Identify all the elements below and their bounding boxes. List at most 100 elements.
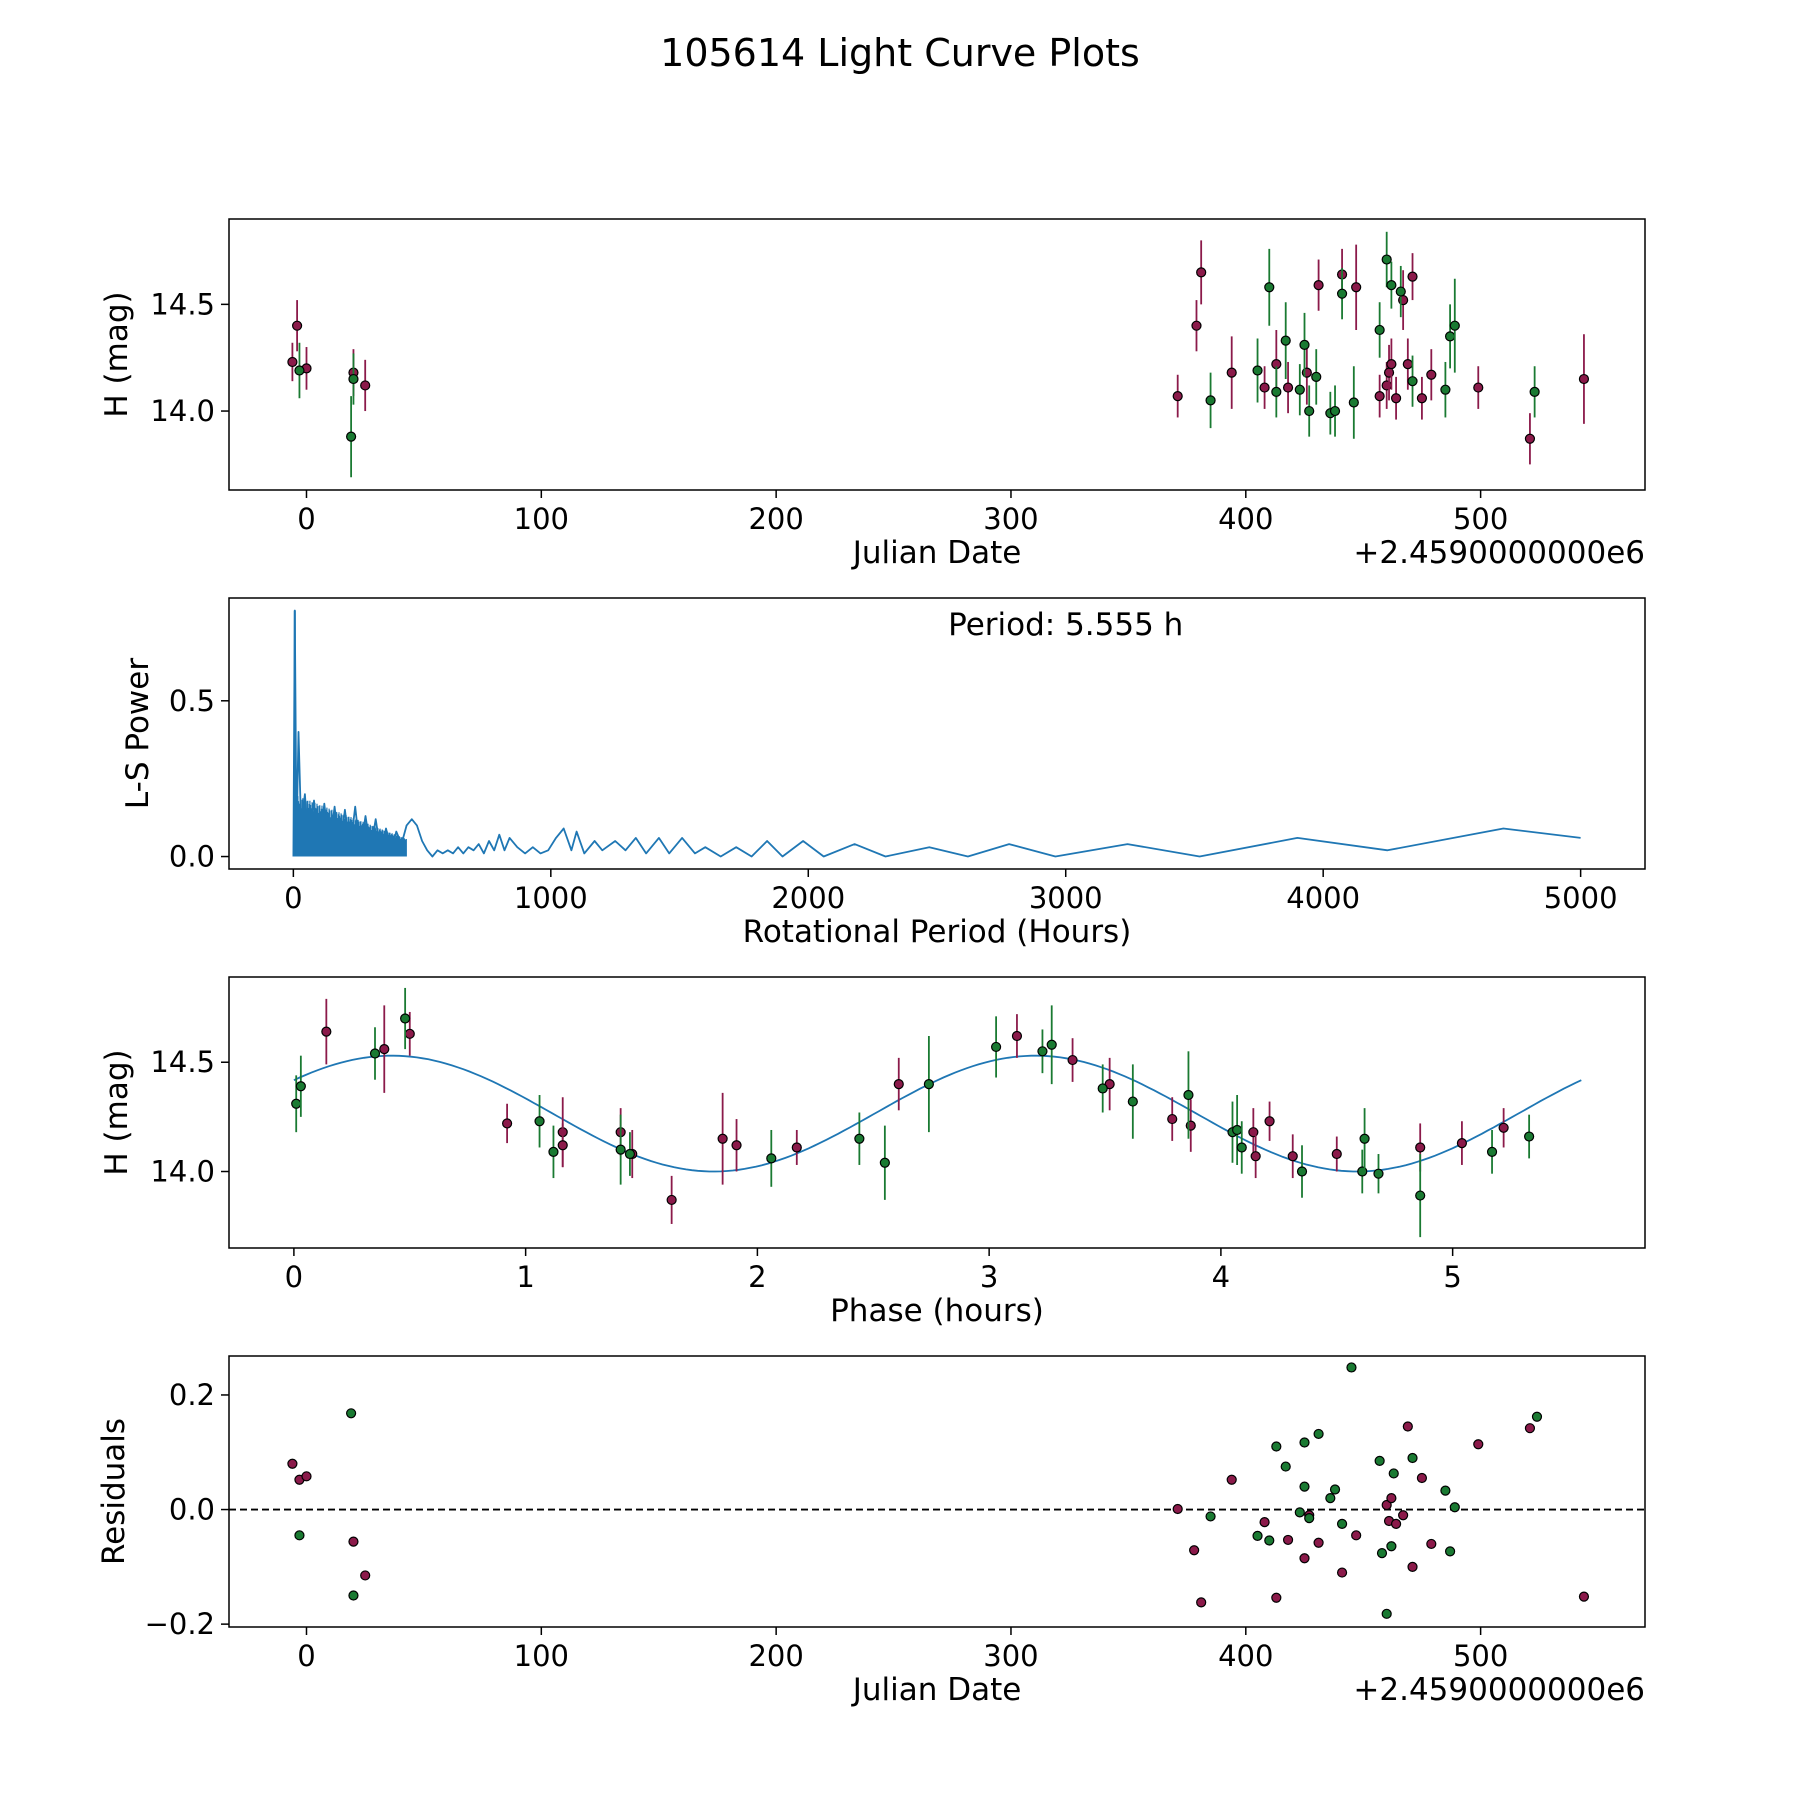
band-r-data-point <box>1407 253 1418 301</box>
y-tick-label: 0.0 <box>169 1493 215 1527</box>
band-g-data-point <box>1280 1461 1291 1472</box>
band-g-data-point <box>1294 1507 1305 1518</box>
band-g-marker <box>1252 1530 1263 1542</box>
band-r-marker <box>1498 1122 1509 1133</box>
band-g-marker <box>1336 288 1348 299</box>
band-r-marker <box>557 1140 568 1151</box>
residuals-plot-area <box>229 1362 1645 1619</box>
band-g-marker <box>1046 1039 1057 1050</box>
band-g-marker <box>1440 1485 1451 1496</box>
band-g-data-point <box>1046 1005 1057 1085</box>
x-axis-label: Julian Date <box>851 535 1022 571</box>
band-g-data-point <box>294 1530 305 1541</box>
band-r-data-point <box>1264 1101 1275 1141</box>
y-tick-label: 14.5 <box>150 287 215 321</box>
band-r-marker <box>1407 271 1418 282</box>
band-g-data-point <box>294 342 305 399</box>
band-g-marker <box>1304 405 1315 417</box>
band-r-data-point <box>1172 1503 1183 1515</box>
band-r-marker <box>1331 1148 1342 1160</box>
band-r-data-point <box>1067 1038 1078 1082</box>
band-g-marker <box>294 1530 305 1541</box>
band-g-data-point <box>295 1055 306 1117</box>
band-g-marker <box>1232 1124 1243 1136</box>
band-g-marker <box>1486 1146 1498 1157</box>
band-g-marker <box>1299 1437 1310 1448</box>
band-r-marker <box>1390 1518 1402 1529</box>
band-g-marker <box>923 1078 934 1090</box>
band-r-data-point <box>1226 336 1237 409</box>
band-g-data-point <box>1236 1121 1247 1174</box>
band-g-marker <box>1294 1507 1305 1518</box>
band-g-marker <box>346 431 357 442</box>
band-g-marker <box>1374 1455 1385 1466</box>
band-g-marker <box>1205 1511 1216 1522</box>
phased-frame <box>228 976 1646 1249</box>
band-g-data-point <box>923 1036 934 1133</box>
band-r-marker <box>1226 367 1237 378</box>
band-g-data-point <box>615 1114 626 1185</box>
band-r-data-point <box>1282 361 1294 414</box>
band-r-marker <box>1407 1561 1418 1572</box>
band-r-data-point <box>1313 1537 1324 1548</box>
band-g-marker <box>1524 1131 1535 1142</box>
band-r-data-point <box>404 1011 415 1056</box>
band-r-data-point <box>379 1005 390 1093</box>
band-g-data-point <box>1346 1362 1357 1373</box>
band-g-marker <box>1440 384 1451 395</box>
band-g-data-point <box>1386 1541 1397 1552</box>
period-annotation: Period: 5.555 h <box>948 607 1183 643</box>
band-r-data-point <box>1407 1561 1418 1572</box>
band-g-marker <box>1359 1133 1370 1144</box>
band-g-data-point <box>1329 385 1341 437</box>
band-r-data-point <box>502 1103 513 1144</box>
band-r-data-point <box>893 1057 904 1111</box>
band-r-marker <box>666 1194 677 1206</box>
band-g-data-point <box>1205 372 1216 429</box>
band-r-data-point <box>1374 374 1385 418</box>
band-r-marker <box>1381 1499 1392 1511</box>
band-g-marker <box>1264 282 1275 293</box>
band-g-marker <box>1373 1168 1384 1179</box>
band-g-marker <box>1299 1481 1310 1492</box>
x-axis-label: Rotational Period (Hours) <box>743 914 1132 950</box>
band-g-data-point <box>1444 1546 1456 1557</box>
band-r-data-point <box>291 300 303 352</box>
band-r-marker <box>1398 1510 1409 1521</box>
band-g-data-point <box>1299 1437 1310 1448</box>
band-r-data-point <box>1498 1108 1509 1148</box>
band-g-data-point <box>1388 1468 1399 1479</box>
band-g-data-point <box>369 1027 381 1080</box>
band-r-data-point <box>301 1471 312 1482</box>
band-g-marker <box>1271 1441 1282 1452</box>
band-r-marker <box>731 1140 742 1151</box>
band-r-marker <box>1402 1421 1413 1432</box>
band-g-data-point <box>1311 349 1322 405</box>
band-g-data-point <box>1336 268 1348 320</box>
band-r-marker <box>1271 1592 1282 1603</box>
x-tick-label: 300 <box>983 1639 1038 1673</box>
x-tick-label: 400 <box>1218 502 1273 536</box>
band-g-marker <box>1346 1362 1357 1373</box>
band-g-marker <box>1415 1190 1426 1201</box>
band-g-marker <box>1449 320 1460 331</box>
band-r-marker <box>1264 1116 1275 1127</box>
band-g-marker <box>1127 1096 1138 1107</box>
band-r-marker <box>1172 391 1183 402</box>
band-r-data-point <box>1386 338 1397 390</box>
band-r-marker <box>1386 359 1397 370</box>
band-r-data-point <box>1390 1518 1402 1529</box>
band-g-marker <box>1299 339 1310 350</box>
band-g-data-point <box>1271 1441 1282 1452</box>
band-r-data-point <box>1456 1121 1468 1165</box>
band-g-data-point <box>1336 1518 1348 1529</box>
band-r-marker <box>791 1142 802 1153</box>
band-g-data-point <box>1415 1154 1426 1238</box>
band-r-marker <box>1402 359 1413 370</box>
band-g-marker <box>295 1081 306 1092</box>
band-r-marker <box>1456 1137 1468 1149</box>
band-r-marker <box>1196 267 1207 278</box>
x-tick-label: 300 <box>983 502 1038 536</box>
band-r-data-point <box>1271 1592 1282 1603</box>
band-r-data-point <box>1287 1134 1298 1179</box>
